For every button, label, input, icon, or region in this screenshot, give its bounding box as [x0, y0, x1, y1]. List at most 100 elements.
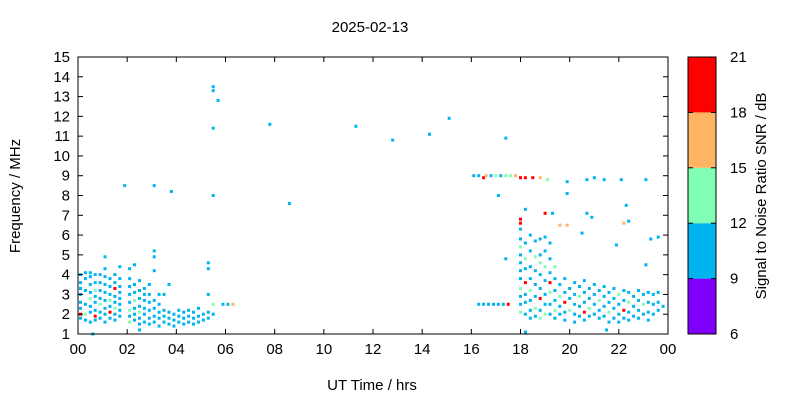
data-point-211 — [523, 267, 527, 271]
data-point-182 — [538, 176, 542, 180]
colorbar-band-3 — [688, 112, 716, 168]
data-point-347 — [641, 302, 645, 306]
y-tick-label: 5 — [62, 247, 70, 264]
y-tick-label: 11 — [54, 128, 70, 145]
data-point-263 — [558, 304, 562, 308]
data-point-273 — [565, 223, 569, 227]
data-point-272 — [565, 192, 569, 195]
x-tick-label: 14 — [414, 341, 431, 358]
data-point-212 — [523, 281, 527, 285]
data-point-302 — [592, 302, 596, 306]
data-point-5 — [79, 287, 82, 290]
data-point-125 — [167, 310, 171, 314]
data-point-171 — [482, 176, 486, 180]
data-point-276 — [568, 308, 572, 312]
data-point-119 — [162, 320, 166, 324]
data-point-17 — [88, 296, 92, 300]
data-point-343 — [637, 298, 640, 302]
data-point-116 — [157, 310, 161, 314]
data-point-149 — [206, 310, 210, 314]
data-point-278 — [573, 292, 577, 296]
data-point-253 — [548, 312, 552, 316]
data-point-292 — [585, 211, 589, 215]
data-point-147 — [201, 312, 205, 316]
data-point-165 — [354, 124, 358, 128]
data-point-324 — [617, 302, 621, 306]
data-point-100 — [147, 322, 151, 326]
data-point-225 — [533, 255, 537, 259]
data-point-346 — [641, 292, 645, 296]
data-point-354 — [646, 318, 650, 322]
data-point-237 — [538, 308, 542, 312]
data-point-68 — [118, 277, 122, 281]
data-point-316 — [607, 320, 611, 324]
data-point-67 — [118, 285, 122, 288]
data-point-81 — [133, 306, 136, 310]
data-point-34 — [98, 296, 102, 300]
data-point-66 — [118, 290, 122, 294]
data-point-315 — [607, 310, 611, 314]
data-point-224 — [533, 239, 537, 243]
data-point-247 — [548, 241, 552, 245]
data-point-137 — [187, 320, 191, 324]
data-point-56 — [113, 306, 117, 310]
data-point-280 — [573, 312, 577, 316]
data-point-199 — [519, 253, 522, 257]
data-point-55 — [113, 312, 117, 316]
data-point-161 — [226, 302, 230, 306]
data-point-178 — [514, 174, 518, 178]
data-point-10 — [83, 302, 87, 306]
data-point-313 — [607, 290, 611, 294]
data-point-239 — [543, 235, 547, 239]
data-point-118 — [157, 292, 161, 296]
data-point-146 — [201, 318, 205, 322]
colorbar-band-4 — [688, 57, 716, 113]
data-point-360 — [656, 300, 660, 304]
data-point-160 — [221, 302, 225, 306]
data-point-78 — [128, 267, 132, 271]
data-point-338 — [627, 219, 631, 223]
data-point-235 — [538, 287, 542, 290]
data-point-37 — [98, 273, 102, 277]
data-point-322 — [614, 243, 618, 247]
colorbar-tick-label: 18 — [730, 104, 747, 121]
data-point-86 — [138, 322, 141, 326]
data-point-356 — [651, 302, 655, 306]
data-point-236 — [538, 296, 542, 300]
data-point-308 — [602, 285, 606, 288]
y-tick-label: 1 — [62, 326, 70, 343]
data-point-109 — [152, 298, 156, 302]
data-point-307 — [597, 316, 601, 320]
data-point-90 — [138, 296, 141, 300]
data-point-36 — [98, 281, 102, 285]
data-point-126 — [167, 283, 171, 286]
data-point-103 — [147, 300, 151, 304]
data-point-31 — [98, 316, 102, 320]
data-point-256 — [553, 277, 557, 281]
data-point-112 — [152, 249, 156, 253]
data-point-200 — [519, 261, 522, 265]
data-point-274 — [568, 287, 572, 290]
data-point-353 — [646, 310, 650, 314]
data-point-16 — [88, 304, 92, 308]
data-point-334 — [627, 290, 631, 294]
data-point-167 — [428, 132, 431, 136]
data-point-251 — [548, 290, 552, 294]
data-point-25 — [93, 308, 97, 312]
data-point-317 — [605, 328, 608, 332]
data-point-9 — [83, 312, 87, 316]
data-point-110 — [152, 269, 156, 273]
data-point-156 — [211, 126, 215, 130]
data-point-127 — [169, 190, 173, 193]
data-point-162 — [231, 302, 235, 306]
data-point-231 — [538, 237, 542, 241]
data-point-106 — [152, 320, 156, 324]
x-tick-label: 08 — [266, 341, 283, 358]
data-point-84 — [133, 283, 136, 286]
data-point-217 — [528, 249, 532, 253]
data-point-185 — [482, 302, 486, 306]
data-point-49 — [108, 304, 112, 308]
data-point-210 — [523, 257, 527, 261]
data-point-44 — [103, 275, 107, 279]
data-point-105 — [147, 283, 151, 286]
